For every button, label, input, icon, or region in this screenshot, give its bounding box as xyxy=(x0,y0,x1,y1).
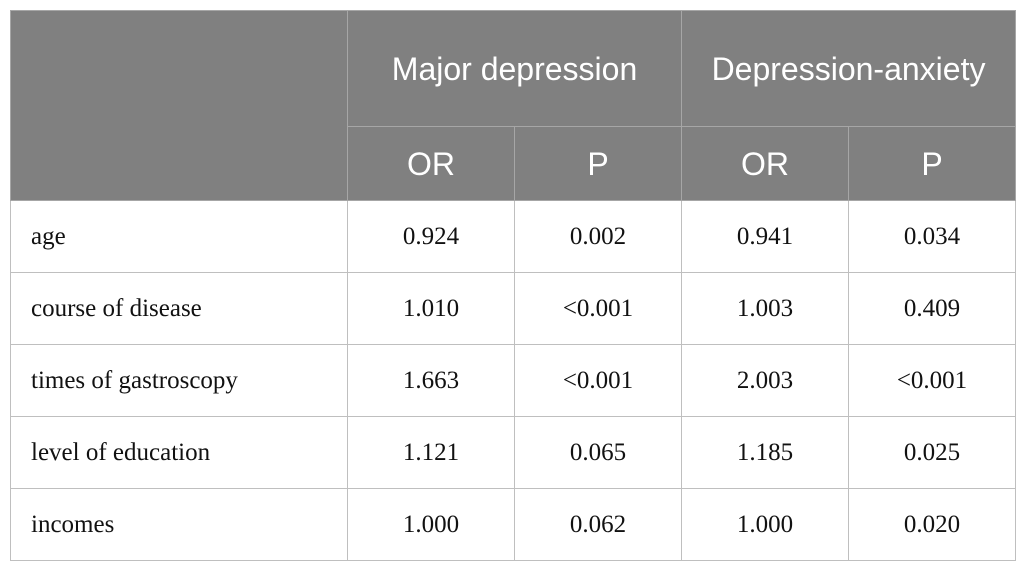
table-row: level of education 1.121 0.065 1.185 0.0… xyxy=(10,416,1017,489)
header-p-anxiety: P xyxy=(848,126,1017,201)
cell-or-anxiety: 2.003 xyxy=(681,344,850,417)
cell-p-anxiety: <0.001 xyxy=(848,344,1017,417)
cell-p-major: <0.001 xyxy=(513,344,683,417)
cell-p-anxiety: 0.034 xyxy=(848,200,1017,273)
header-p-major: P xyxy=(513,126,683,201)
row-label: level of education xyxy=(10,416,348,489)
cell-or-anxiety: 0.941 xyxy=(681,200,850,273)
header-row-groups: Major depression Depression-anxiety xyxy=(10,10,1017,201)
row-label: course of disease xyxy=(10,272,348,345)
cell-p-anxiety: 0.409 xyxy=(848,272,1017,345)
cell-p-anxiety: 0.025 xyxy=(848,416,1017,489)
cell-or-major: 1.663 xyxy=(347,344,515,417)
cell-or-major: 1.000 xyxy=(347,488,515,561)
cell-or-anxiety: 1.185 xyxy=(681,416,850,489)
cell-p-major: 0.065 xyxy=(513,416,683,489)
cell-or-major: 0.924 xyxy=(347,200,515,273)
header-or-major: OR xyxy=(347,126,515,201)
table-row: times of gastroscopy 1.663 <0.001 2.003 … xyxy=(10,344,1017,417)
cell-p-major: 0.062 xyxy=(513,488,683,561)
cell-p-anxiety: 0.020 xyxy=(848,488,1017,561)
regression-table: Major depression Depression-anxiety OR P… xyxy=(10,10,1017,561)
cell-or-major: 1.010 xyxy=(347,272,515,345)
cell-or-anxiety: 1.003 xyxy=(681,272,850,345)
cell-or-anxiety: 1.000 xyxy=(681,488,850,561)
row-label: times of gastroscopy xyxy=(10,344,348,417)
header-or-anxiety: OR xyxy=(681,126,850,201)
cell-or-major: 1.121 xyxy=(347,416,515,489)
table-row: incomes 1.000 0.062 1.000 0.020 xyxy=(10,488,1017,561)
header-corner-cell xyxy=(10,10,348,201)
table-body: age 0.924 0.002 0.941 0.034 course of di… xyxy=(10,200,1017,561)
table-header: Major depression Depression-anxiety OR P… xyxy=(10,10,1017,201)
header-row-stats: OR P OR P xyxy=(11,126,1017,201)
cell-p-major: <0.001 xyxy=(513,272,683,345)
row-label: age xyxy=(10,200,348,273)
table-row: age 0.924 0.002 0.941 0.034 xyxy=(10,200,1017,273)
header-depression-anxiety: Depression-anxiety xyxy=(681,10,1017,127)
table-row: course of disease 1.010 <0.001 1.003 0.4… xyxy=(10,272,1017,345)
row-label: incomes xyxy=(10,488,348,561)
cell-p-major: 0.002 xyxy=(513,200,683,273)
header-major-depression: Major depression xyxy=(346,10,683,127)
